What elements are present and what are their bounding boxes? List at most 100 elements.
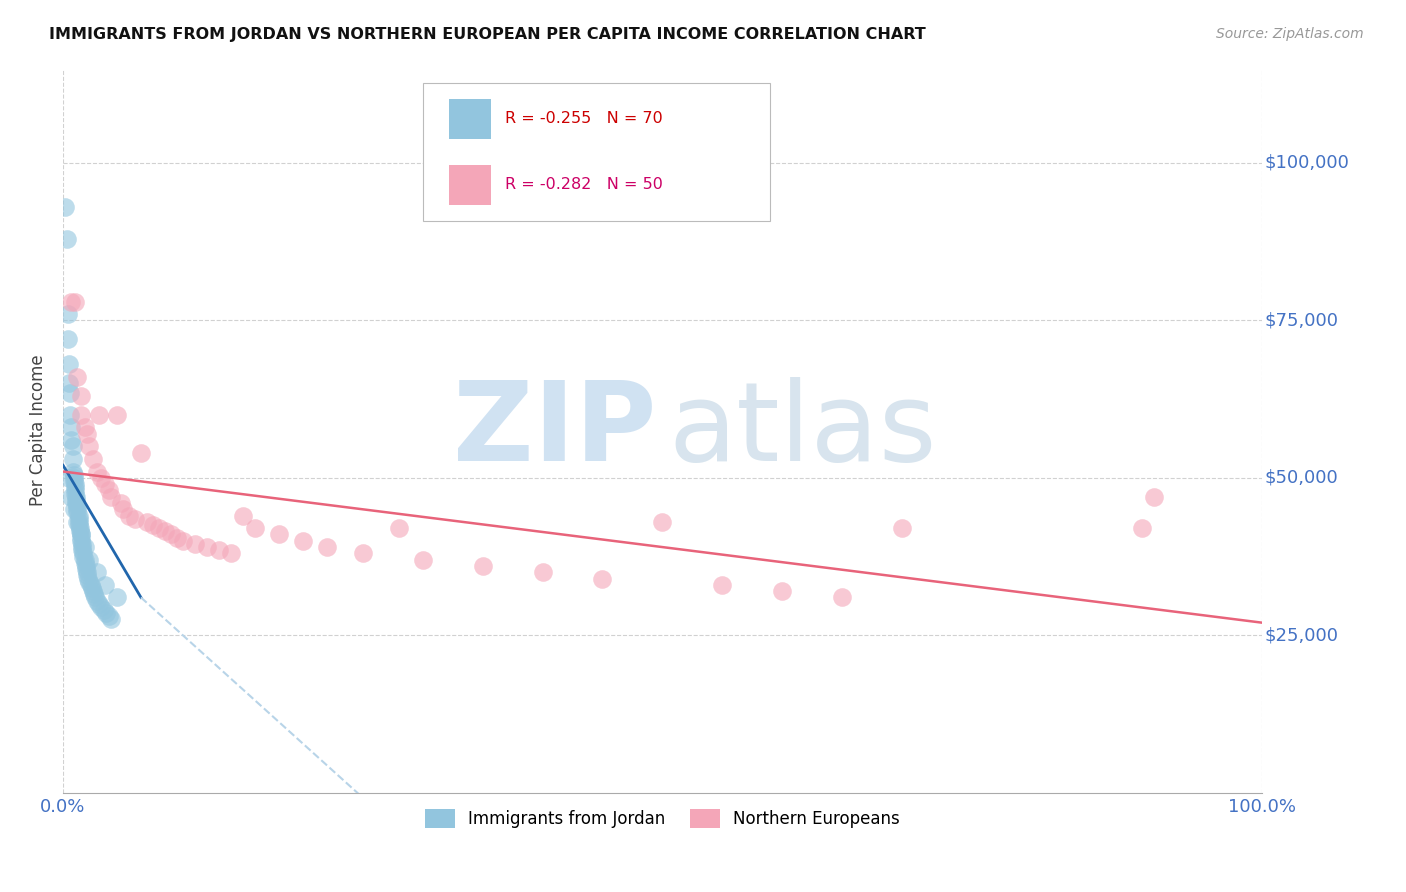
Point (471, 558, 494, 573)
Point (77, 572, 100, 586)
Point (69, 521, 91, 535)
Point (58, 471, 80, 485)
Point (94, 578, 117, 592)
Point (70, 531, 93, 545)
Point (105, 591, 128, 605)
Point (79, 552, 101, 566)
Point (63, 483, 86, 498)
Point (97, 609, 120, 624)
Point (73, 552, 96, 566)
Point (100, 490, 122, 504)
Point (79, 578, 101, 592)
Point (60, 490, 83, 504)
Point (232, 508, 254, 523)
Point (72, 546, 94, 560)
Point (66, 370, 89, 384)
Point (86, 465, 108, 479)
Point (66, 499, 89, 513)
Text: $100,000: $100,000 (1264, 154, 1348, 172)
Text: atlas: atlas (668, 377, 936, 484)
Point (1143, 490, 1166, 504)
Point (315, 540, 337, 554)
Point (63, 480, 86, 494)
Point (195, 540, 218, 554)
Point (58, 376, 80, 391)
Point (63, 474, 86, 488)
Point (243, 521, 266, 535)
FancyBboxPatch shape (449, 99, 491, 139)
Point (59, 385, 82, 400)
Point (62, 439, 84, 453)
Point (124, 512, 146, 526)
Point (58, 358, 80, 372)
Point (770, 584, 793, 599)
Point (70, 533, 93, 548)
Point (56, 332, 79, 346)
Point (93, 603, 115, 617)
Point (160, 527, 183, 541)
Point (67, 512, 90, 526)
Point (96, 606, 118, 620)
Point (76, 426, 98, 441)
Point (142, 518, 165, 533)
Point (148, 521, 170, 535)
Point (82, 584, 104, 599)
Point (76, 566, 98, 580)
Point (1130, 521, 1153, 535)
Point (66, 502, 89, 516)
Point (87, 408, 110, 422)
Point (80, 581, 103, 595)
Point (63, 467, 86, 482)
Text: R = -0.255   N = 70: R = -0.255 N = 70 (505, 112, 664, 127)
Point (352, 546, 374, 560)
Point (86, 566, 108, 580)
Point (105, 408, 128, 422)
Point (831, 591, 853, 605)
Point (62, 465, 84, 479)
Point (63, 294, 86, 309)
Point (60, 294, 83, 309)
Point (66, 505, 89, 519)
Point (172, 533, 194, 548)
Point (94, 477, 117, 491)
Point (87, 597, 110, 611)
Point (219, 546, 242, 560)
Point (136, 515, 159, 529)
Point (70, 540, 93, 554)
Legend: Immigrants from Jordan, Northern Europeans: Immigrants from Jordan, Northern Europea… (418, 803, 907, 835)
Point (70, 537, 93, 551)
Point (67, 508, 90, 523)
Text: ZIP: ZIP (453, 377, 657, 484)
Point (79, 574, 101, 589)
Point (79, 439, 101, 453)
Point (208, 543, 231, 558)
Point (76, 568, 98, 582)
Point (69, 524, 91, 539)
Point (531, 566, 554, 580)
Point (62, 451, 84, 466)
Text: $25,000: $25,000 (1264, 626, 1339, 644)
Point (60, 433, 83, 447)
Point (184, 537, 207, 551)
Point (166, 531, 188, 545)
Text: Source: ZipAtlas.com: Source: ZipAtlas.com (1216, 27, 1364, 41)
Point (84, 591, 107, 605)
Point (267, 527, 290, 541)
Point (56, 307, 79, 321)
Point (63, 486, 86, 500)
Point (891, 521, 914, 535)
Text: $50,000: $50,000 (1264, 469, 1339, 487)
Point (60, 420, 83, 434)
Point (711, 578, 734, 592)
Point (73, 556, 96, 570)
Point (86, 593, 108, 607)
Text: R = -0.282   N = 50: R = -0.282 N = 50 (505, 178, 664, 193)
Point (72, 549, 94, 564)
Point (90, 599, 112, 614)
Point (55, 231, 77, 245)
Point (63, 477, 86, 491)
Point (70, 389, 93, 403)
Point (73, 540, 96, 554)
Point (75, 558, 97, 573)
Point (67, 515, 90, 529)
